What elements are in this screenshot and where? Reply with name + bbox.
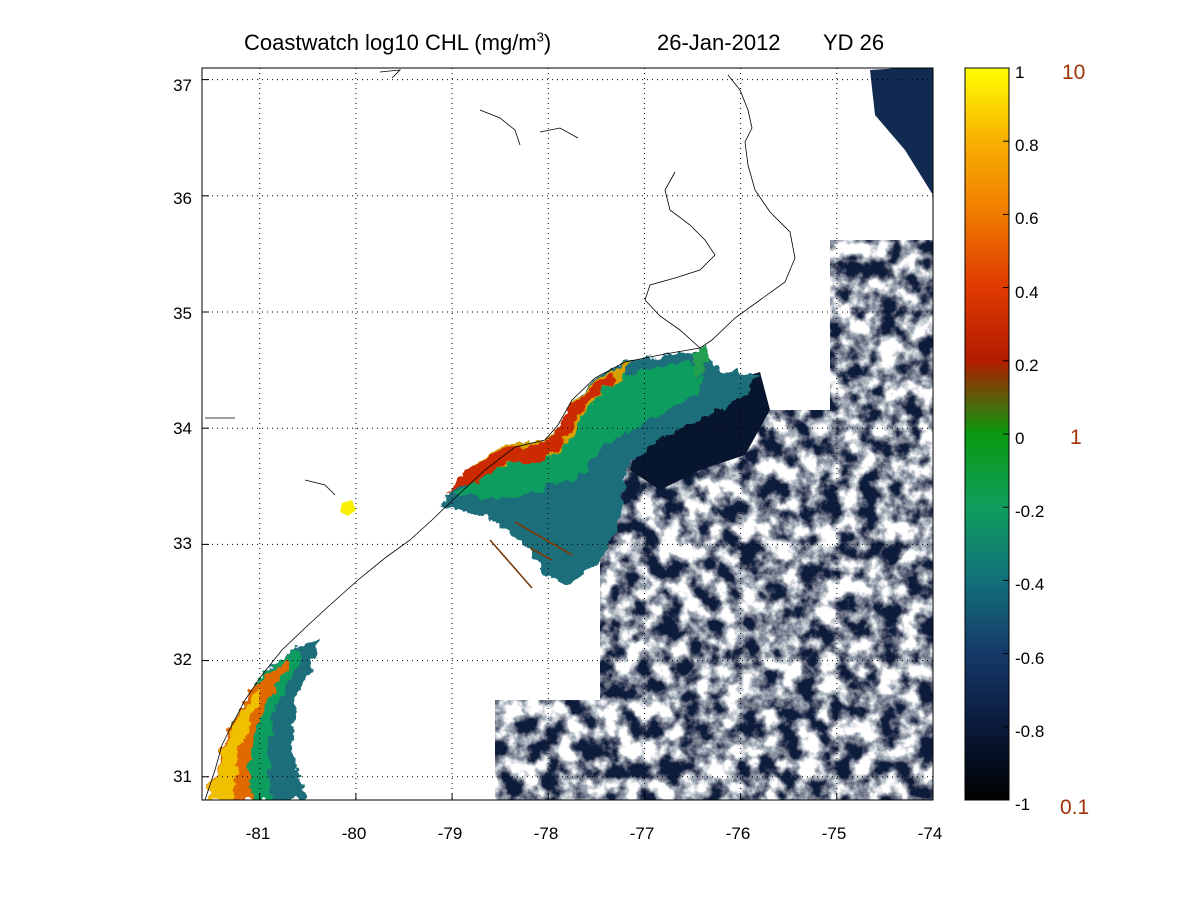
y-tick-37: 37 [173, 76, 192, 95]
cb-tick-minus0-8: -0.8 [1015, 722, 1045, 741]
y-tick-33: 33 [173, 534, 192, 553]
title-superscript: 3 [536, 29, 544, 45]
y-tick-36: 36 [173, 189, 192, 208]
title-yearday: YD 26 [823, 30, 885, 55]
southern-coastal-band [205, 640, 318, 800]
x-tick-minus77: -77 [629, 824, 655, 843]
x-tick-minus75: -75 [821, 824, 847, 843]
pamlico-sound-shore [644, 171, 716, 349]
x-tick-minus79: -79 [437, 824, 463, 843]
cb-tick-0: 0 [1015, 429, 1025, 448]
chlorophyll-field [205, 68, 933, 800]
transect-lines [489, 521, 573, 589]
coastline-main [204, 74, 796, 800]
cb-tick-0-4: 0.4 [1015, 283, 1039, 302]
coastline [204, 69, 796, 800]
shelf-plume [440, 342, 760, 585]
cb-label-1: 1 [1070, 426, 1082, 449]
inland-river-lines [479, 109, 579, 146]
title-date: 26-Jan-2012 [657, 30, 781, 55]
colorbar [964, 67, 1010, 801]
cb-tick-0-2: 0.2 [1015, 356, 1039, 375]
cb-tick-minus0-2: -0.2 [1015, 502, 1045, 521]
transect-line-2 [514, 521, 573, 556]
cb-tick-0-8: 0.8 [1015, 136, 1039, 155]
y-tick-35: 35 [173, 304, 192, 323]
x-tick-minus80: -80 [341, 824, 367, 843]
cb-tick-0-6: 0.6 [1015, 209, 1039, 228]
x-tick-minus78: -78 [533, 824, 559, 843]
cb-tick-1: 1 [1015, 63, 1025, 82]
cb-tick-minus0-4: -0.4 [1015, 575, 1045, 594]
cb-tick-minus1: -1 [1015, 795, 1031, 814]
northern-inland-outline [379, 69, 402, 79]
northeast-patch [870, 68, 933, 195]
inland-lake-outlines [205, 417, 336, 496]
y-tick-34: 34 [173, 419, 192, 438]
map-title: Coastwatch log10 CHL (mg/m3) [244, 30, 551, 56]
cb-label-10: 10 [1062, 61, 1086, 84]
title-product: Coastwatch log10 CHL (mg/m [244, 30, 537, 55]
x-tick-minus81: -81 [245, 824, 271, 843]
x-tick-minus76: -76 [725, 824, 751, 843]
y-tick-31: 31 [173, 767, 192, 786]
plot-frame [201, 67, 934, 801]
colorbar-tick-marks [1003, 67, 1009, 801]
x-tick-minus74: -74 [917, 824, 943, 843]
title-close: ) [543, 30, 552, 55]
y-tick-32: 32 [173, 650, 192, 669]
lake-pixel [340, 500, 356, 516]
cb-tick-minus0-6: -0.6 [1015, 649, 1045, 668]
cb-label-0-1: 0.1 [1060, 796, 1090, 819]
transect-line-1 [489, 539, 533, 589]
transect-line-3 [529, 547, 553, 561]
